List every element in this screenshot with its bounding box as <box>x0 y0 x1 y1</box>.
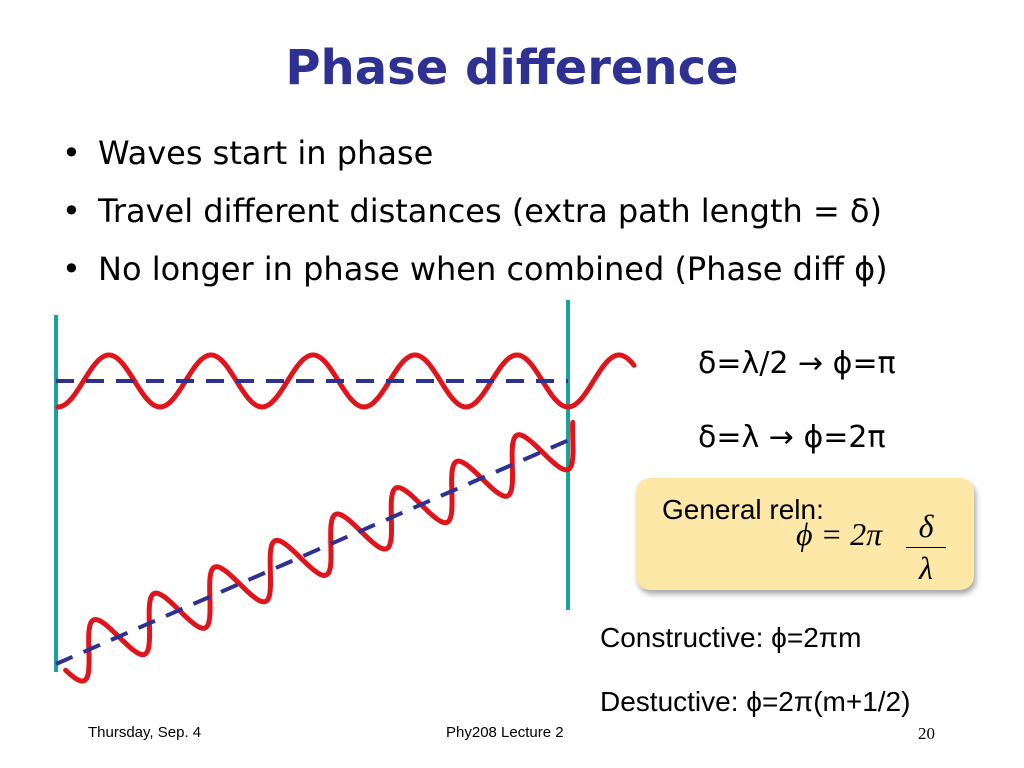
formula-lhs: ϕ = 2π <box>796 516 883 552</box>
constructive-condition: Constructive: ϕ=2πm <box>600 622 862 653</box>
general-relation-formula: ϕ = 2π δ λ <box>796 508 946 586</box>
bullet-text: No longer in phase when combined (Phase … <box>98 250 888 288</box>
footer-date: Thursday, Sep. 4 <box>88 724 202 741</box>
footer-course: Phy208 Lecture 2 <box>446 724 564 741</box>
bullet-item: • Travel different distances (extra path … <box>62 182 888 240</box>
slide-title: Phase difference <box>285 40 739 96</box>
bullet-glyph: • <box>62 134 81 172</box>
fraction-bar <box>906 547 946 548</box>
destructive-condition: Destuctive: ϕ=2π(m+1/2) <box>600 686 911 717</box>
relation-half-wavelength: δ=λ/2 → ϕ=π <box>698 346 896 381</box>
general-relation-label: General reln: <box>662 494 824 525</box>
general-relation-box: General reln: ϕ = 2π δ λ <box>636 478 974 590</box>
formula-denominator: λ <box>919 550 933 586</box>
bullet-item: • Waves start in phase <box>62 124 888 182</box>
bullet-glyph: • <box>62 250 81 288</box>
bullet-text: Waves start in phase <box>98 134 434 172</box>
formula-fraction: δ λ <box>906 508 946 587</box>
bullet-item: • No longer in phase when combined (Phase… <box>62 240 888 298</box>
bullet-glyph: • <box>62 192 81 230</box>
bullet-text: Travel different distances (extra path l… <box>98 192 882 230</box>
top-wave <box>55 352 637 410</box>
page-number: 20 <box>918 724 935 743</box>
bullet-list: • Waves start in phase • Travel different … <box>62 124 888 298</box>
bottom-wave <box>63 419 576 684</box>
bottom-dashed-axis <box>55 434 579 666</box>
formula-numerator: δ <box>918 508 934 544</box>
relation-full-wavelength: δ=λ → ϕ=2π <box>698 420 886 455</box>
